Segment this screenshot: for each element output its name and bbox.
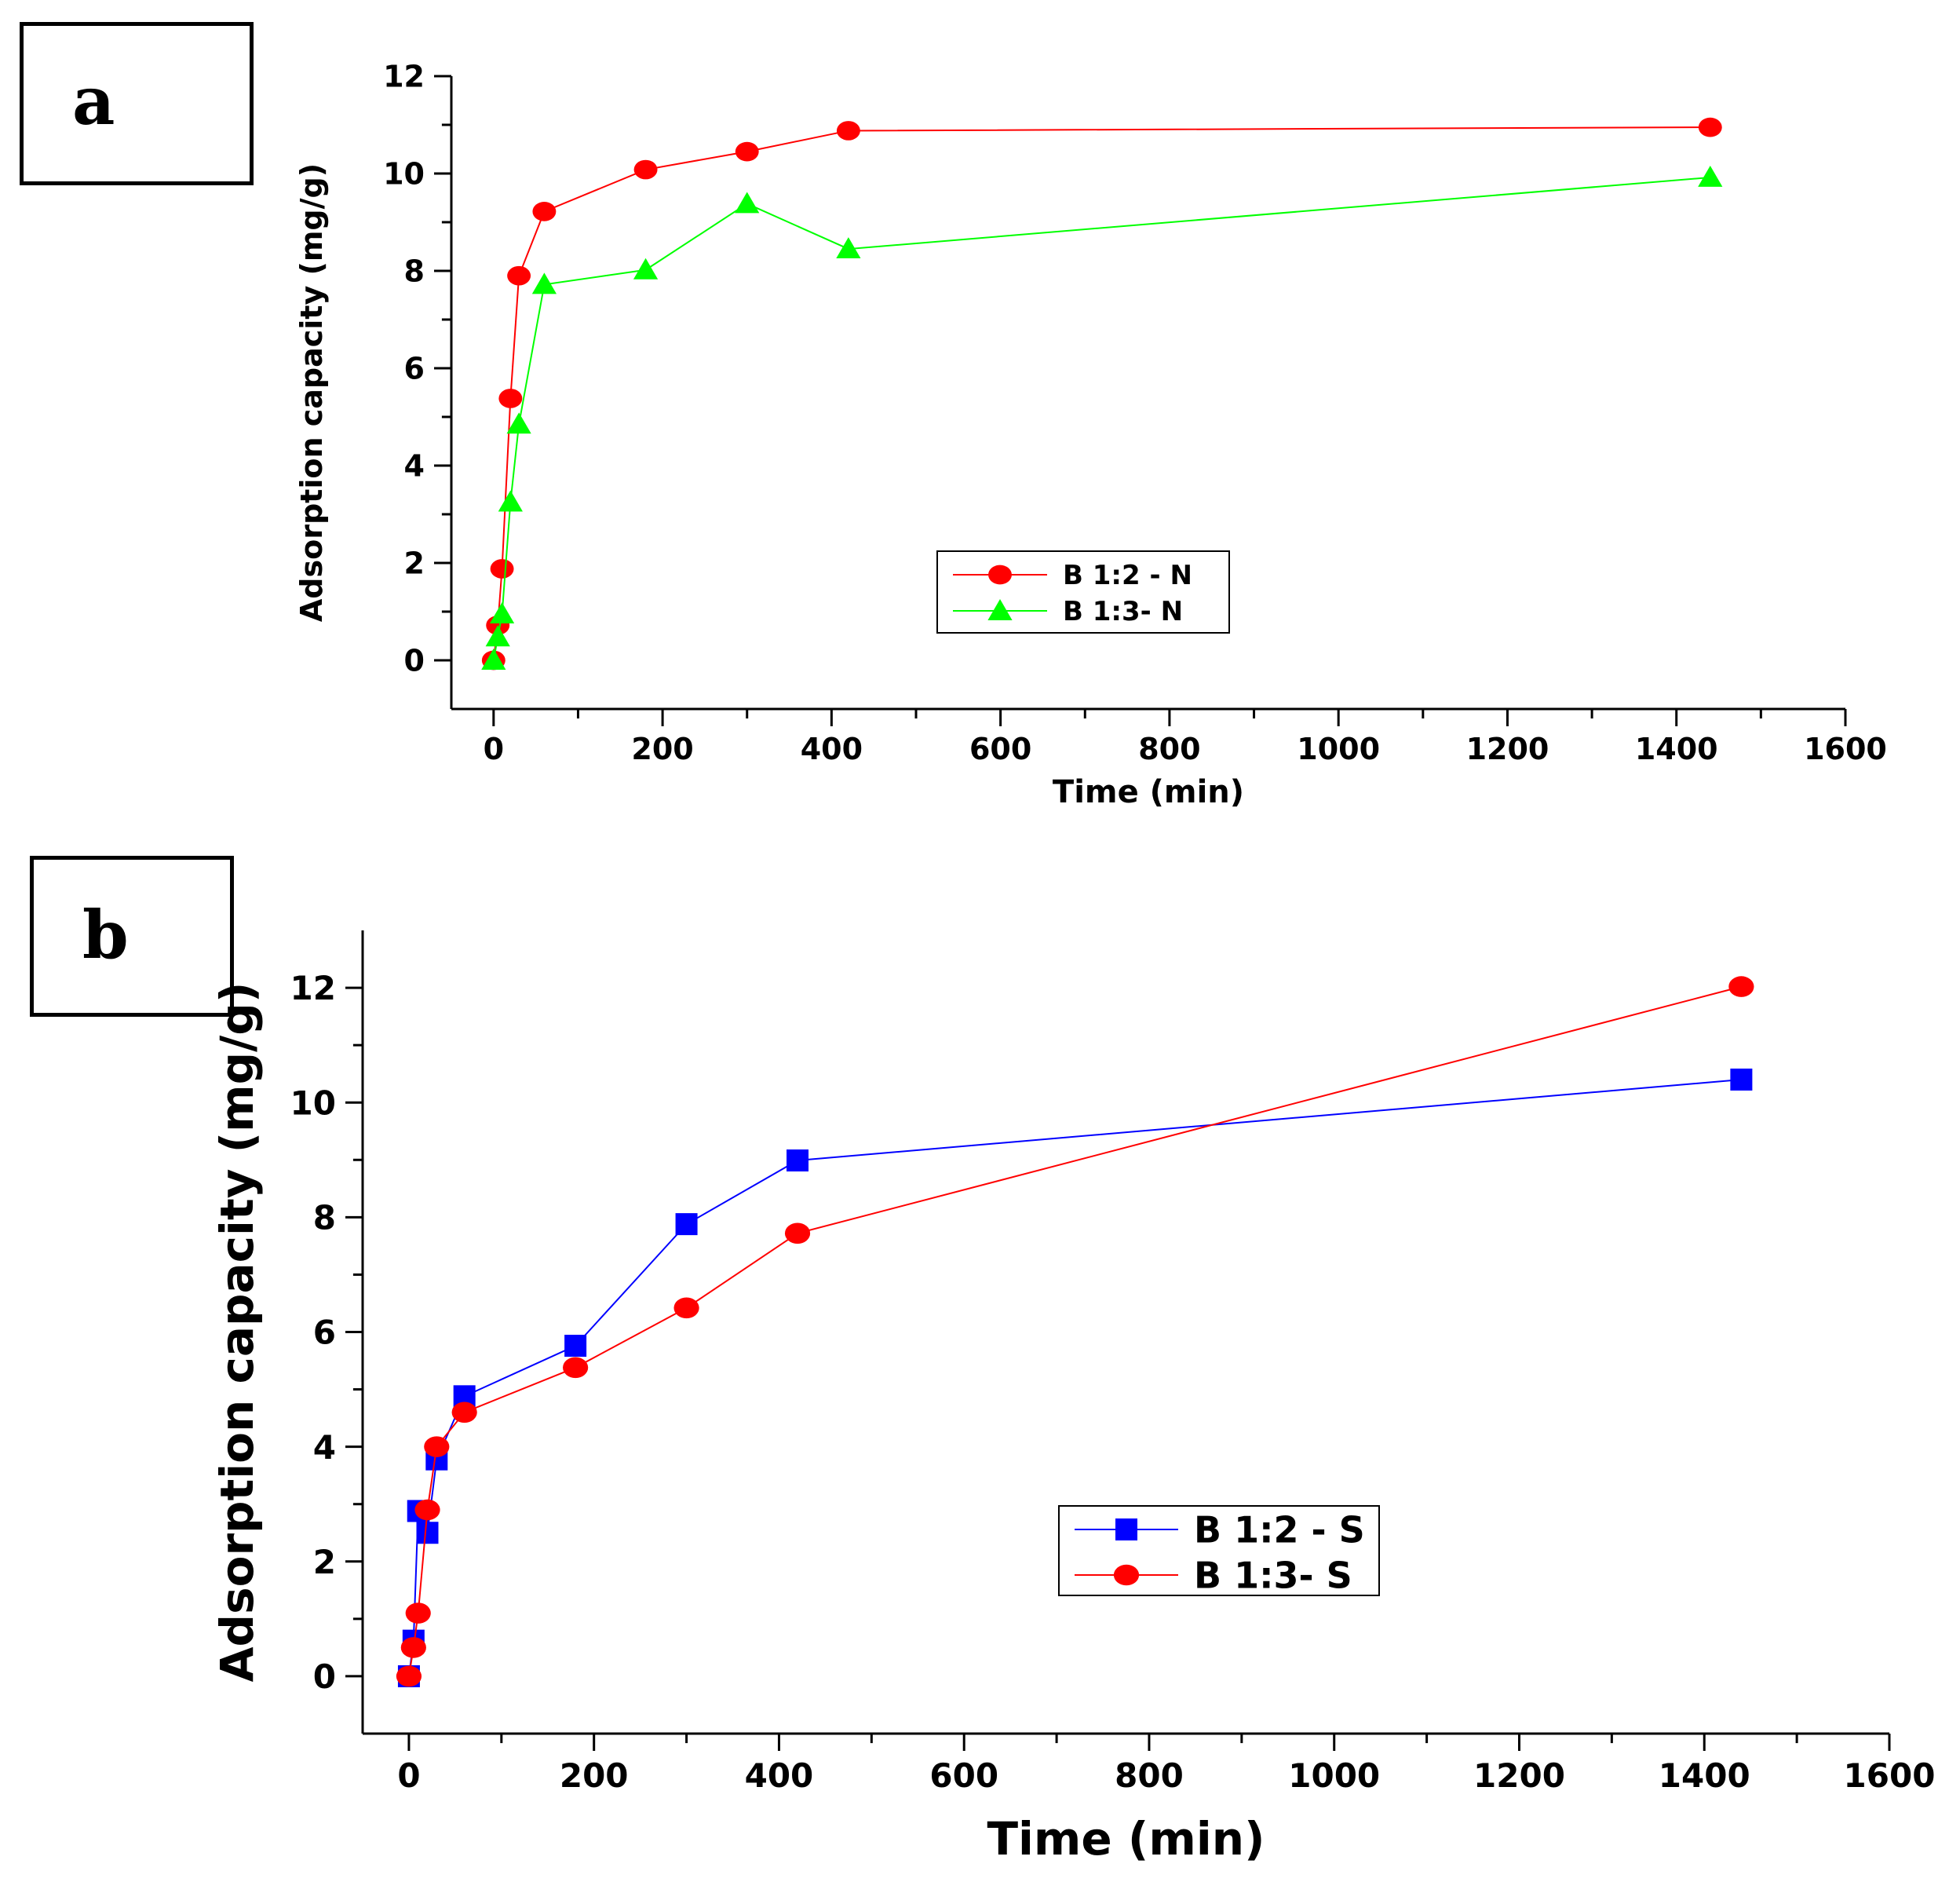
x-tick-label: 400 — [745, 1756, 814, 1795]
panel-label: a — [72, 62, 115, 140]
y-tick-label: 10 — [290, 1084, 336, 1122]
data-point — [787, 1149, 809, 1172]
x-tick-label: 1200 — [1466, 732, 1549, 766]
y-tick-label: 12 — [383, 60, 425, 94]
legend-label: B 1:2 - S — [1194, 1509, 1365, 1551]
y-tick-label: 6 — [404, 352, 425, 386]
panel-a: a 0 200 400 600 800 1000 1200 1400 1600 0 2 4 6 8 10 12… — [0, 0, 1960, 832]
data-point — [1113, 1564, 1140, 1586]
y-axis-title: Adsorption capacity (mg/g) — [294, 163, 329, 622]
series-line — [492, 176, 1710, 661]
x-axis-title: Time (min) — [1053, 774, 1244, 810]
y-tick-label: 8 — [404, 254, 425, 289]
series-line — [492, 126, 1710, 661]
y-tick-label: 0 — [404, 644, 425, 678]
x-tick-label: 1600 — [1844, 1756, 1936, 1795]
x-tick-label: 1400 — [1659, 1756, 1750, 1795]
data-point — [1115, 1518, 1137, 1540]
data-point — [405, 1602, 431, 1624]
data-point — [498, 490, 523, 512]
data-point — [784, 1222, 811, 1244]
data-point — [424, 1436, 450, 1457]
data-point — [451, 1401, 477, 1423]
data-point — [531, 272, 557, 294]
y-tick-label: 4 — [404, 449, 425, 484]
x-tick-label: 1000 — [1297, 732, 1380, 766]
data-point — [735, 192, 760, 214]
series-2 — [396, 976, 1754, 1687]
x-tick-label: 600 — [969, 732, 1031, 766]
x-tick-label: 400 — [801, 732, 863, 766]
x-tick-label: 0 — [397, 1756, 420, 1795]
data-point — [507, 265, 531, 286]
data-point — [490, 559, 514, 579]
series-1 — [481, 117, 1722, 671]
x-tick-label: 1600 — [1804, 732, 1887, 766]
data-point — [836, 237, 861, 259]
legend-label: B 1:2 - N — [1063, 560, 1192, 591]
y-tick-label: 8 — [313, 1198, 336, 1237]
legend-box — [1058, 1505, 1380, 1596]
series-line — [407, 1078, 1742, 1677]
x-tick-label: 200 — [560, 1756, 629, 1795]
panel-label-box: a — [20, 22, 254, 185]
adsorption-chart-b: 0 200 400 600 800 1000 1200 1400 1600 0 2 4 6 8 10 12 Ti… — [210, 930, 1936, 1866]
legend: B 1:2 - SB 1:3- S — [1058, 1505, 1380, 1597]
data-point — [489, 602, 515, 624]
data-point — [988, 565, 1012, 585]
x-tick-label: 200 — [631, 732, 693, 766]
data-point — [414, 1499, 440, 1521]
data-point — [735, 141, 759, 162]
data-point — [675, 1213, 698, 1236]
legend-label: B 1:3- N — [1063, 596, 1183, 627]
data-point — [400, 1637, 426, 1658]
y-tick-label: 10 — [383, 157, 425, 192]
data-point — [396, 1665, 422, 1687]
data-point — [498, 389, 523, 408]
y-tick-label: 12 — [290, 969, 336, 1007]
y-axis-title: Adsorption capacity (mg/g) — [210, 982, 264, 1683]
series-2 — [481, 166, 1723, 670]
data-point — [1698, 166, 1723, 187]
adsorption-chart-a: 0 200 400 600 800 1000 1200 1400 1600 0 2 4 6 8 10 12 Ti… — [294, 60, 1887, 810]
x-tick-label: 1200 — [1473, 1756, 1565, 1795]
y-tick-label: 0 — [313, 1657, 336, 1696]
data-point — [1698, 117, 1722, 137]
data-point — [485, 625, 510, 647]
data-point — [1728, 976, 1754, 997]
series-line — [407, 985, 1742, 1677]
x-tick-label: 0 — [484, 732, 504, 766]
data-point — [481, 649, 506, 670]
data-point — [836, 121, 860, 141]
y-tick-label: 2 — [404, 546, 425, 581]
x-tick-label: 600 — [929, 1756, 998, 1795]
data-point — [506, 412, 531, 434]
x-tick-label: 1000 — [1288, 1756, 1380, 1795]
data-point — [987, 599, 1013, 620]
legend-label: B 1:3- S — [1194, 1555, 1352, 1597]
y-tick-label: 4 — [313, 1428, 336, 1467]
data-point — [532, 202, 557, 221]
data-point — [564, 1335, 587, 1358]
y-tick-label: 6 — [313, 1314, 336, 1352]
data-point — [1730, 1068, 1753, 1091]
panel-label: b — [82, 896, 129, 974]
x-tick-label: 800 — [1138, 732, 1200, 766]
panel-label-box: b — [30, 856, 234, 1017]
data-point — [633, 159, 658, 180]
y-tick-label: 2 — [313, 1543, 336, 1581]
x-axis-title: Time (min) — [987, 1812, 1265, 1866]
legend-box — [936, 550, 1230, 634]
x-tick-label: 800 — [1115, 1756, 1184, 1795]
legend: B 1:2 - N B 1:3- N — [936, 550, 1230, 634]
data-point — [633, 258, 659, 280]
panel-b: b 0 200 400 600 800 1000 1200 1400 1600 0 2 4 6 8 10 12… — [0, 832, 1960, 1882]
x-tick-label: 1400 — [1635, 732, 1718, 766]
data-point — [673, 1297, 699, 1319]
data-point — [563, 1357, 589, 1379]
data-point — [416, 1522, 439, 1544]
